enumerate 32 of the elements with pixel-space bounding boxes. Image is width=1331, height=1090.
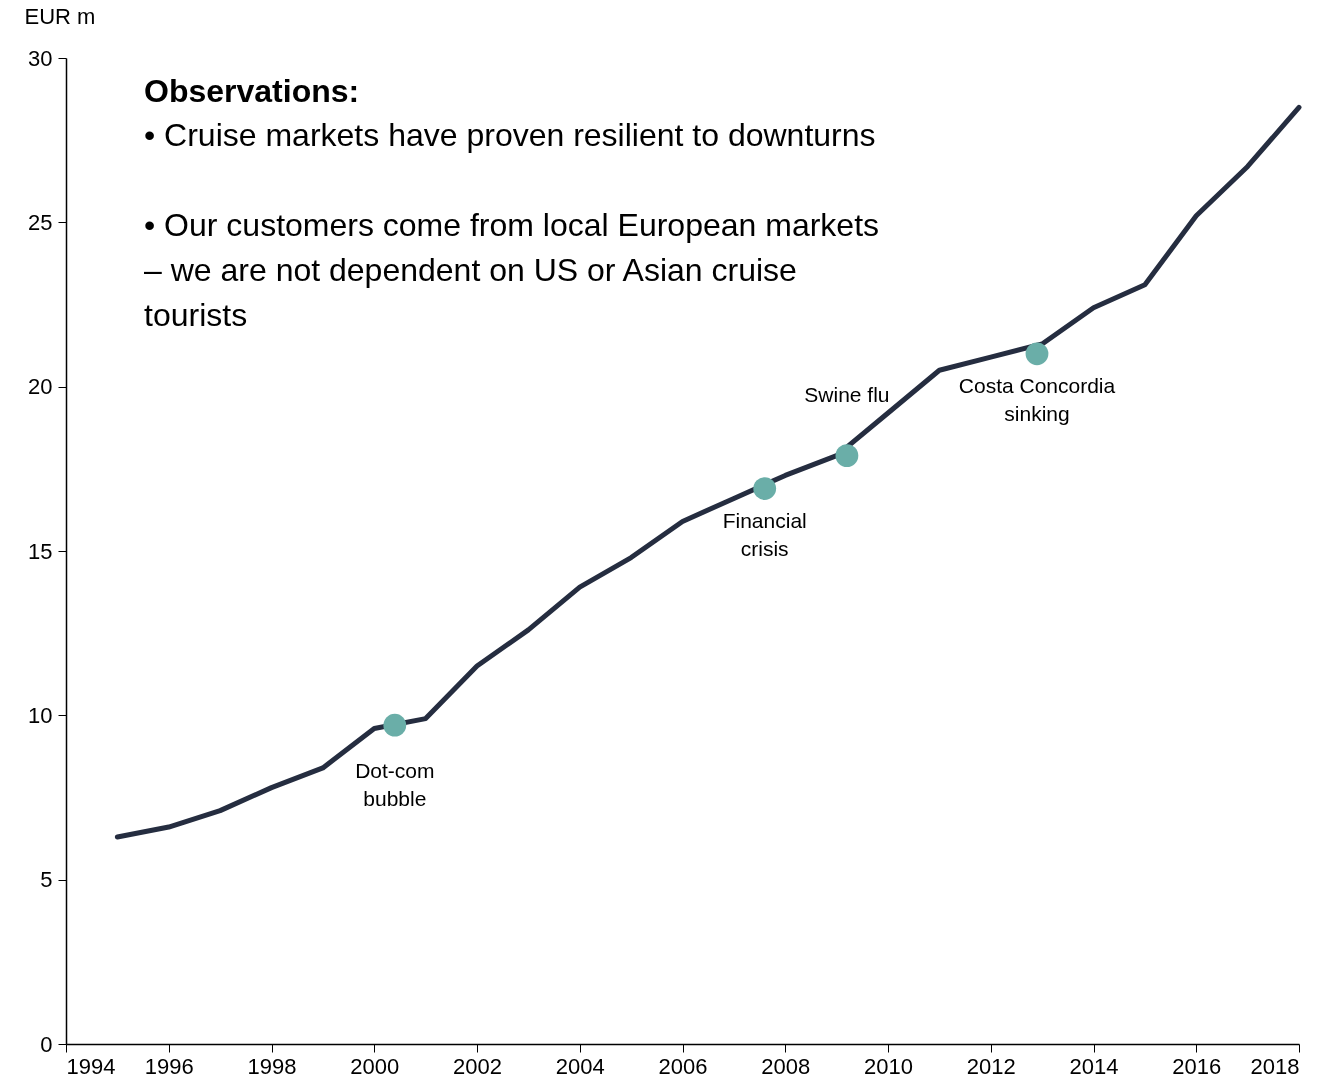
x-tick-label: 2000 — [350, 1053, 400, 1079]
annotation: Swine flu — [804, 382, 890, 406]
x-tick-label: 2014 — [1069, 1053, 1119, 1079]
x-tick-label: 1998 — [247, 1053, 297, 1079]
y-tick-label: 25 — [28, 209, 53, 235]
y-axis-title: EUR m — [24, 3, 96, 29]
y-tick-label: 15 — [28, 538, 53, 564]
y-tick-label: 0 — [40, 1031, 53, 1057]
annotation: Observations: — [144, 73, 360, 109]
x-tick-label: 1996 — [144, 1053, 194, 1079]
point — [1025, 342, 1049, 366]
y-tick-label: 30 — [28, 45, 53, 71]
annotation: • Cruise markets have proven resilient to downturns — [144, 117, 876, 153]
x-tick-label: 2002 — [453, 1053, 502, 1079]
point — [383, 713, 407, 737]
annotation: • Our customers come from local European markets – we are not dependent on US or Asian cruise tourists — [144, 207, 880, 333]
x-tick-label: 2004 — [555, 1053, 605, 1079]
y-tick-label: 20 — [28, 374, 53, 400]
x-tick-label: 2016 — [1172, 1053, 1222, 1079]
x-tick-label: 2008 — [761, 1053, 811, 1079]
y-tick-label: 10 — [28, 702, 53, 728]
x-tick-label: 2018 — [1250, 1053, 1300, 1079]
point — [753, 477, 777, 500]
annotation: Costa Concordia sinking — [958, 373, 1116, 425]
x-tick-label: 2012 — [966, 1053, 1016, 1079]
point — [835, 444, 859, 468]
y-tick-label: 5 — [40, 867, 53, 893]
x-tick-label: 1994 — [66, 1053, 116, 1079]
x-tick-label: 2010 — [864, 1053, 913, 1079]
annotation: Dot-com bubble — [355, 759, 435, 811]
annotation: Financial crisis — [722, 508, 807, 560]
x-tick-label: 2006 — [658, 1053, 708, 1079]
